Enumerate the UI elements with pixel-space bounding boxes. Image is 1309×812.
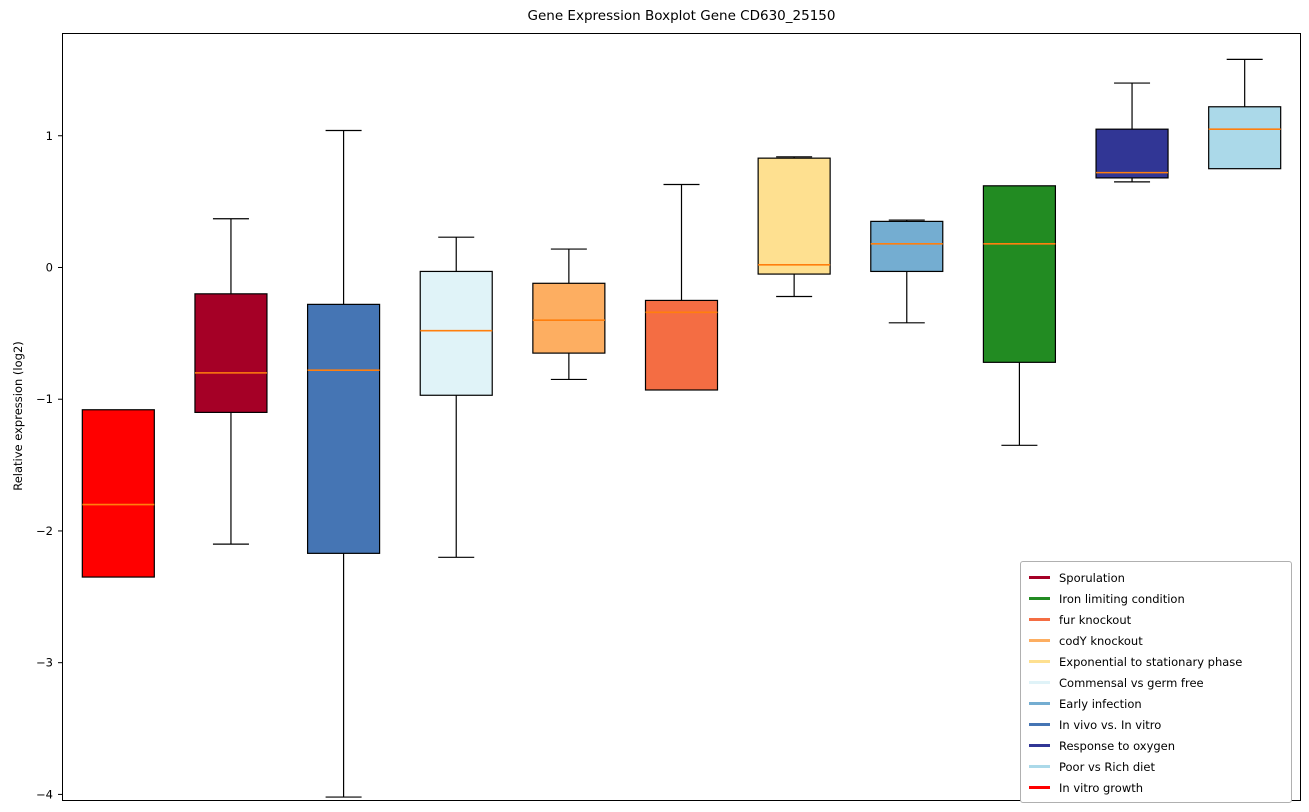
legend-item: Exponential to stationary phase	[1029, 651, 1283, 672]
legend-label: In vitro growth	[1059, 780, 1144, 795]
y-axis-label: Relative expression (log2)	[11, 341, 25, 491]
boxplot-box-4	[419, 270, 493, 396]
y-tick-label: −2	[36, 524, 53, 538]
legend-label: Exponential to stationary phase	[1059, 654, 1243, 669]
y-tick-label: 1	[46, 129, 53, 143]
legend-label: Early infection	[1059, 696, 1142, 711]
plot-frame	[62, 33, 1301, 801]
boxplot-box-6	[644, 299, 719, 391]
boxplot-box-7	[757, 157, 831, 275]
legend-label: In vivo vs. In vitro	[1059, 717, 1162, 732]
legend-label: Iron limiting condition	[1059, 591, 1185, 606]
legend-item: Commensal vs germ free	[1029, 672, 1283, 693]
boxplot-box-9	[982, 185, 1057, 363]
y-tick-label: 0	[46, 260, 53, 274]
legend-label: Sporulation	[1059, 570, 1125, 585]
boxplot-box-10	[1095, 128, 1169, 179]
legend-item: Iron limiting condition	[1029, 588, 1283, 609]
legend-label: Commensal vs germ free	[1059, 675, 1204, 690]
legend-swatch	[1029, 639, 1050, 642]
legend-swatch	[1029, 744, 1050, 747]
boxplot-box-2	[194, 293, 268, 413]
legend-item: Poor vs Rich diet	[1029, 756, 1283, 777]
legend-item: codY knockout	[1029, 630, 1283, 651]
boxplot-box-3	[306, 303, 381, 554]
boxplot-box-11	[1208, 106, 1282, 170]
boxplot-box-1	[81, 409, 155, 578]
boxplot-box-8	[870, 220, 944, 273]
legend-label: fur knockout	[1059, 612, 1132, 627]
legend-item: In vivo vs. In vitro	[1029, 714, 1283, 735]
legend-label: Response to oxygen	[1059, 738, 1176, 753]
legend-swatch	[1029, 618, 1050, 621]
legend-swatch	[1029, 786, 1050, 789]
legend-item: In vitro growth	[1029, 777, 1283, 798]
legend-label: Poor vs Rich diet	[1059, 759, 1155, 774]
y-tick-label: −4	[36, 787, 53, 801]
legend-swatch	[1029, 723, 1050, 726]
legend-item: fur knockout	[1029, 609, 1283, 630]
legend: Sporulation Iron limiting condition fur kn…	[1020, 561, 1292, 803]
legend-item: Response to oxygen	[1029, 735, 1283, 756]
legend-swatch	[1029, 576, 1050, 579]
legend-swatch	[1029, 597, 1050, 600]
legend-item: Sporulation	[1029, 567, 1283, 588]
legend-label: codY knockout	[1059, 633, 1143, 648]
legend-swatch	[1029, 765, 1050, 768]
chart-title: Gene Expression Boxplot Gene CD630_25150	[527, 8, 836, 24]
y-tick-label: −1	[36, 392, 53, 406]
y-tick-label: −3	[36, 656, 53, 670]
legend-swatch	[1029, 702, 1050, 705]
legend-swatch	[1029, 660, 1050, 663]
legend-swatch	[1029, 681, 1050, 684]
boxplot-box-5	[532, 282, 606, 354]
legend-item: Early infection	[1029, 693, 1283, 714]
